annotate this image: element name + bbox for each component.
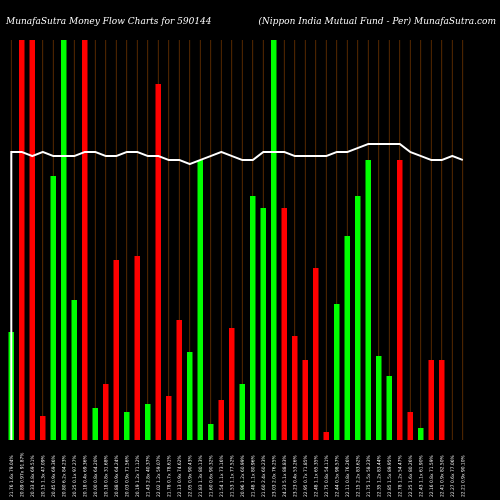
x-tick-label: 21.43 2.8x 40.37% [145,455,151,497]
bar [71,300,77,440]
bar [82,40,88,440]
bar [92,408,98,440]
x-tick-label: 22.25 1.6x 80.26% [408,455,414,497]
x-tick-label: 20.25 0.1x 97.27% [72,455,78,497]
bar [355,196,361,440]
x-tick-label: 22.02 1.2x 59.07% [156,455,162,497]
x-tick-label: 21.54 1.1x 73.16% [219,455,225,497]
x-tick-label: 22.21 0.9x 90.10% [460,455,466,497]
x-tick-label: 20.80 6.2x 84.23% [61,455,67,497]
bar [407,412,413,440]
bar [239,384,245,440]
bar [229,328,235,440]
x-tick-label: 22.11 0.8x 76.26% [345,455,351,497]
x-tick-label: 22.15 2.2x 83.62% [355,455,361,497]
bar [281,208,287,440]
x-tick-label: 20.00 0.8x 64.20% [93,455,99,497]
bar [344,236,350,440]
bar [103,384,109,440]
bar [187,352,193,440]
x-tick-label: 22.48 1.1x 65.35% [313,455,319,497]
bar [40,416,46,440]
chart-header-left: MunafaSutra Money Flow Charts for 590144 [5,17,212,27]
x-tick-label: 22.44 0.5x 98.57% [334,455,340,497]
x-tick-label: 22.75 0.8x 54.11% [324,455,330,497]
x-tick-label: 20.33 4.8x 69.51% [30,455,36,497]
x-tick-label: 22.13 0.9x 74.62% [177,455,183,497]
bar [334,304,340,440]
bars [8,40,445,440]
x-tick-label: 21.78 0.7x 78.61% [166,455,172,497]
trend-line-group [10,143,464,440]
trend-line [10,143,464,440]
bar [61,40,67,440]
x-tick-label: 20.19 1.2x 71.12% [135,455,141,497]
bar [365,160,371,440]
x-tick-label: 20.96 1.2x 60.99% [240,455,246,497]
x-tick-label: 23.03 2.0x 76.25% [271,455,277,497]
bar [271,40,277,440]
grid-lines [10,40,464,440]
x-tick-label: 20.88 0.9x 64.24% [114,455,120,497]
x-tick-label: 20.89 0.97x 91.87% [19,453,25,497]
x-tick-label: 21.76 1.6x 79.04% [9,455,15,497]
chart-header-right: (Nippon India Mutual Fund - Per) MunafaS… [258,16,496,27]
bar [376,356,382,440]
x-tick-label: 20.45 0.9x 69.36% [51,455,57,497]
x-tick-label: 20.15 1.3x 47.09% [40,455,46,497]
bar [155,84,161,440]
bar [113,260,119,440]
x-tick-label: 21.75 1.5x 58.23% [366,455,372,497]
bar [19,40,25,440]
x-tick-label: 22.78 1.2x 54.47% [397,455,403,497]
bar [176,320,182,440]
x-tick-label: 22.05 0.9x 90.43% [187,455,193,497]
bar [439,360,445,440]
bar [302,360,308,440]
bar [313,268,319,440]
bar [323,432,329,440]
x-tick-label: 20.03 0.9x 71.56% [124,455,130,497]
bar [124,412,130,440]
x-tick-label: 21.83 1.3x 80.13% [198,455,204,497]
x-tick-label: 21.53 1.1x 77.52% [229,455,235,497]
bar [145,404,151,440]
x-tick-label: 22.27 0.6x 77.06% [450,455,456,497]
bar [428,360,434,440]
bar [134,256,140,440]
x-tick-label: 20.18 0.8x 31.68% [103,455,109,497]
bar [397,160,403,440]
x-tick-label: 24.23 5.1x 88.83% [282,455,288,497]
bar [29,40,35,440]
x-tick-label: 22.35 1.2x 83.44% [376,455,382,497]
x-tick-label: 21.60 2.4x 60.23% [261,455,267,497]
bar [166,396,172,440]
x-tick-labels: 21.76 1.6x 79.04% 20.89 0.97x 91.87% 20.33… [9,453,467,497]
bar [250,196,256,440]
x-tick-label: 22.85 1.5x 89.95% [387,455,393,497]
bar [50,176,56,440]
x-tick-label: 21.48 1.1x 80.96% [250,455,256,497]
x-tick-label: 22.41 0.9x 82.50% [439,455,445,497]
bar [260,208,266,440]
x-tick-label: 20.18 0.4x 69.36% [82,455,88,497]
bar [292,336,298,440]
x-tick-label: 21.60 0.6x 90.32% [208,455,214,497]
bar [197,160,203,440]
bar [218,400,224,440]
bar [208,424,214,440]
x-tick-label: 22.95 0.7x 71.85% [303,455,309,497]
bar [418,428,424,440]
x-tick-label: 23.23 0.4x 53.26% [292,455,298,497]
x-tick-label: 22.16 0.8x 71.59% [429,455,435,497]
x-tick-label: 22.43 1.1x 61.90% [418,455,424,497]
bar [386,376,392,440]
